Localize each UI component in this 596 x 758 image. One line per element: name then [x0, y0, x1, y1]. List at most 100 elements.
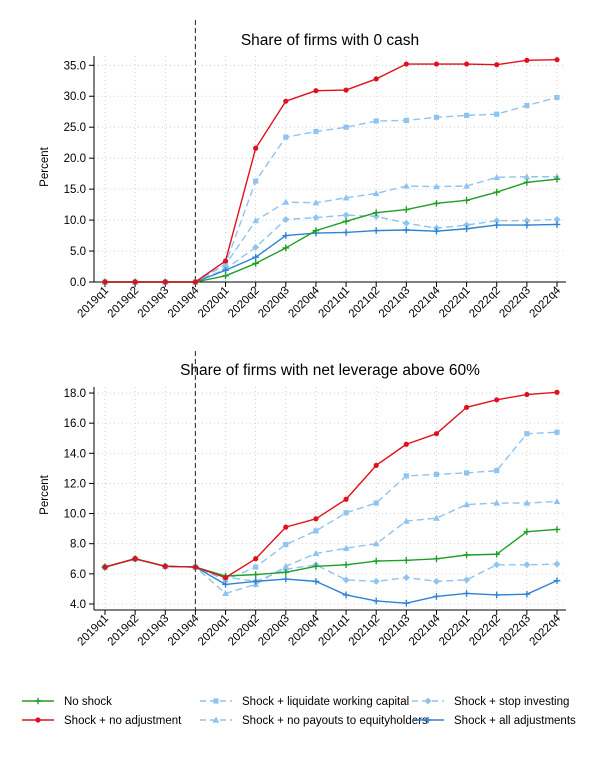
- data-point: [402, 182, 410, 189]
- chart-title: Share of firms with 0 cash: [241, 32, 419, 49]
- data-point: [252, 571, 259, 578]
- chart-title: Share of firms with net leverage above 6…: [180, 362, 480, 379]
- data-point: [312, 549, 320, 557]
- data-point: [464, 61, 470, 67]
- data-point: [463, 551, 470, 559]
- y-tick-label: 18.0: [64, 388, 86, 400]
- data-point: [433, 431, 440, 437]
- legend-marker: [213, 698, 219, 704]
- data-point: [433, 114, 440, 120]
- data-point: [493, 221, 501, 229]
- data-point: [283, 98, 289, 104]
- y-tick-label: 12.0: [64, 478, 86, 490]
- data-point: [282, 569, 290, 576]
- data-point: [372, 189, 380, 197]
- data-point: [343, 496, 349, 502]
- data-point: [494, 111, 500, 117]
- data-point: [252, 578, 259, 585]
- y-tick-label: 35.0: [64, 60, 86, 72]
- legend-label: Shock + stop investing: [454, 696, 569, 708]
- data-point: [313, 528, 319, 534]
- data-point: [342, 194, 350, 201]
- data-point: [523, 179, 531, 186]
- legend-marker: [424, 716, 432, 724]
- data-point: [523, 528, 531, 535]
- data-point: [313, 516, 319, 522]
- data-point: [192, 564, 198, 570]
- y-tick-label: 25.0: [64, 122, 86, 134]
- legend-label: Shock + all adjustments: [454, 715, 576, 727]
- legend-item: Shock + no adjustment: [22, 715, 182, 727]
- data-point: [493, 173, 501, 180]
- data-point: [342, 576, 350, 584]
- data-point: [524, 431, 530, 437]
- data-point: [493, 591, 501, 599]
- data-point: [342, 561, 350, 569]
- data-point: [253, 556, 259, 562]
- data-point: [494, 62, 500, 68]
- data-point: [433, 471, 440, 477]
- data-point: [554, 94, 560, 101]
- data-point: [523, 499, 531, 506]
- data-point: [253, 145, 259, 151]
- y-tick-label: 8.0: [70, 539, 86, 551]
- legend: No shock Shock + liquidate working capita…: [22, 696, 576, 727]
- data-point: [463, 590, 470, 597]
- data-point: [433, 514, 440, 521]
- y-tick-label: 10.0: [64, 215, 86, 227]
- data-point: [342, 229, 350, 236]
- series-line: [104, 391, 558, 579]
- data-point: [433, 593, 440, 600]
- data-point: [132, 556, 138, 562]
- legend-item: Shock + no payouts to equityholders: [200, 715, 428, 727]
- data-point: [493, 561, 501, 569]
- data-point: [283, 134, 289, 140]
- data-point: [402, 517, 410, 524]
- data-point: [372, 209, 380, 216]
- data-point: [433, 200, 440, 207]
- data-point: [403, 206, 410, 213]
- y-tick-label: 30.0: [64, 91, 86, 103]
- data-point: [493, 217, 501, 225]
- data-point: [222, 272, 229, 280]
- data-point: [433, 555, 440, 563]
- y-tick-label: 4.0: [70, 599, 86, 611]
- legend-marker: [35, 717, 41, 723]
- data-point: [524, 102, 530, 109]
- data-point: [403, 226, 410, 234]
- y-tick-label: 14.0: [64, 448, 86, 460]
- data-point: [553, 577, 561, 584]
- data-point: [252, 243, 260, 251]
- legend-label: Shock + no payouts to equityholders: [242, 715, 428, 727]
- data-point: [463, 221, 471, 229]
- data-point: [402, 574, 410, 582]
- data-point: [312, 227, 320, 234]
- data-point: [494, 468, 500, 474]
- y-tick-label: 6.0: [70, 569, 86, 581]
- y-tick-label: 15.0: [64, 184, 86, 196]
- data-point: [342, 591, 350, 599]
- data-point: [463, 196, 470, 204]
- data-point: [493, 188, 501, 196]
- data-point: [523, 173, 531, 180]
- legend-marker: [424, 697, 432, 705]
- data-point: [252, 217, 260, 224]
- data-point: [282, 575, 290, 583]
- data-point: [373, 76, 379, 82]
- data-point: [372, 577, 380, 585]
- data-point: [372, 540, 380, 547]
- data-point: [493, 499, 501, 506]
- data-point: [372, 227, 380, 234]
- series-no-adjustment: [102, 389, 560, 581]
- data-point: [433, 227, 440, 235]
- data-point: [102, 279, 108, 285]
- data-point: [553, 215, 561, 223]
- data-point: [554, 389, 560, 395]
- data-point: [403, 556, 410, 564]
- legend-marker: [34, 697, 42, 705]
- data-point: [312, 214, 320, 222]
- series-line: [105, 96, 558, 283]
- data-point: [372, 597, 380, 605]
- legend-item: Shock + liquidate working capital: [200, 696, 409, 708]
